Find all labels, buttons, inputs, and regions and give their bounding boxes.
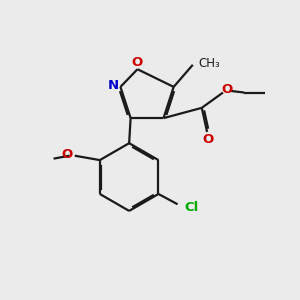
Text: CH₃: CH₃ [198, 57, 220, 70]
Text: O: O [131, 56, 142, 69]
Text: N: N [107, 79, 119, 92]
Text: O: O [61, 148, 72, 161]
Text: Cl: Cl [184, 201, 198, 214]
Text: O: O [222, 82, 233, 95]
Text: O: O [202, 133, 213, 146]
